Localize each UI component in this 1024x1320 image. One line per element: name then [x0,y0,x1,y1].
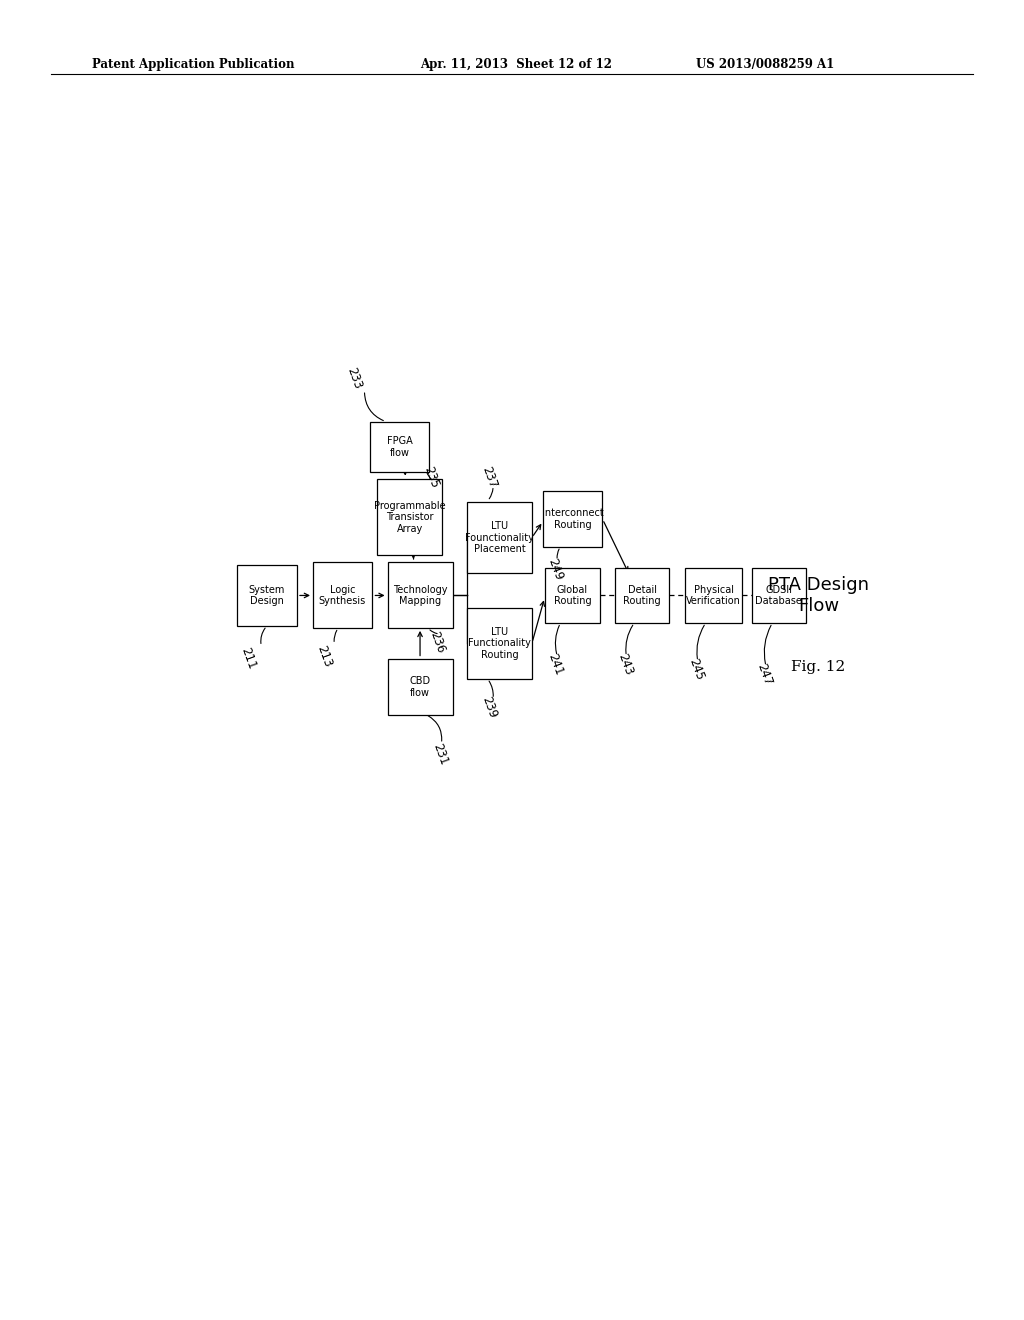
Text: GDSII
Database: GDSII Database [756,585,802,606]
Text: 237: 237 [479,465,499,490]
Bar [543,491,602,548]
Text: Global
Routing: Global Routing [554,585,591,606]
Text: 236: 236 [428,630,447,655]
Text: System
Design: System Design [249,585,285,606]
Text: FPGA
flow: FPGA flow [386,436,413,458]
Text: Interconnect
Routing: Interconnect Routing [542,508,603,531]
Text: 243: 243 [614,652,635,677]
Text: LTU
Functionality
Routing: LTU Functionality Routing [468,627,530,660]
Text: 233: 233 [344,366,365,391]
Bar [238,565,297,626]
Bar [387,659,453,715]
Bar [377,479,442,556]
Text: Detail
Routing: Detail Routing [624,585,662,606]
Text: Fig. 12: Fig. 12 [792,660,846,673]
Text: Apr. 11, 2013  Sheet 12 of 12: Apr. 11, 2013 Sheet 12 of 12 [420,58,611,71]
Text: Physical
Verification: Physical Verification [686,585,741,606]
Bar [545,568,600,623]
Bar [312,562,372,628]
Text: 247: 247 [755,661,774,688]
Text: Technology
Mapping: Technology Mapping [393,585,447,606]
Text: Patent Application Publication: Patent Application Publication [92,58,295,71]
Text: PTA Design
Flow: PTA Design Flow [768,576,869,615]
Bar [467,607,531,678]
Text: 213: 213 [314,644,334,669]
Text: 239: 239 [479,694,499,719]
Bar [387,562,453,628]
Text: CBD
flow: CBD flow [410,676,431,698]
Text: 249: 249 [545,556,565,582]
Bar [615,568,670,623]
Text: 241: 241 [545,652,565,677]
Bar [685,568,742,623]
Text: Programmable
Transistor
Array: Programmable Transistor Array [374,500,445,533]
Bar [752,568,806,623]
Text: 235: 235 [421,465,441,490]
Text: 211: 211 [239,645,259,672]
Bar [467,502,531,573]
Text: LTU
Founctionality
Placement: LTU Founctionality Placement [465,521,534,554]
Text: 245: 245 [686,657,707,682]
Text: 231: 231 [430,742,450,767]
Text: Logic
Synthesis: Logic Synthesis [318,585,366,606]
Bar [370,421,429,473]
Text: US 2013/0088259 A1: US 2013/0088259 A1 [696,58,835,71]
